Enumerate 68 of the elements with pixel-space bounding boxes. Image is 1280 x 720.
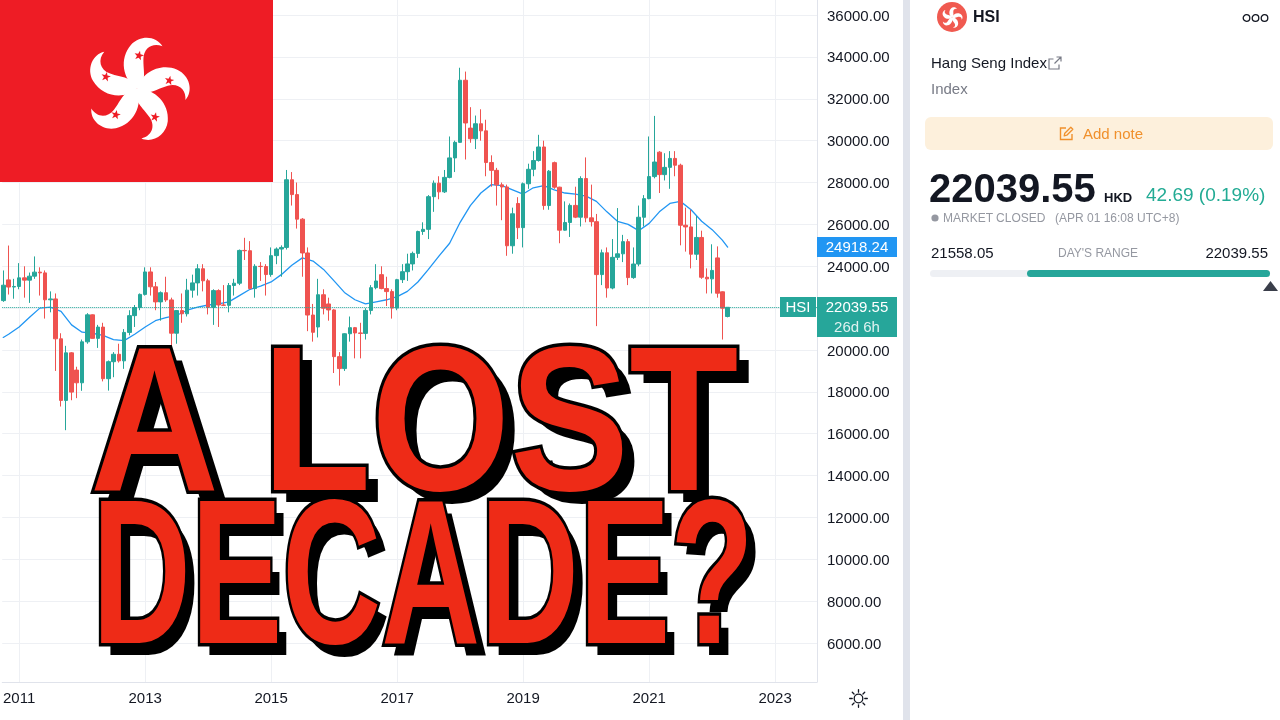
candlestick: [463, 71, 468, 161]
y-tick-label: 24000.00: [827, 257, 890, 275]
y-tick-label: 8000.00: [827, 592, 882, 610]
x-tick-label: 2023: [758, 689, 792, 706]
candlestick: [180, 292, 184, 324]
text: A LOST DECADE?: [90, 303, 754, 687]
candlestick: [694, 215, 699, 261]
candlestick: [578, 175, 583, 227]
candlestick: [6, 245, 11, 296]
candlestick: [22, 265, 27, 299]
text: DAY'S RANGE: [1058, 246, 1139, 260]
text: HKD: [1104, 190, 1133, 205]
line-series: [2, 183, 729, 342]
candlestick: [1, 269, 6, 303]
candlestick: [437, 175, 441, 200]
ref-line-label: 22039.55: [824, 297, 890, 318]
y-tick-label: 16000.00: [827, 425, 890, 443]
candlestick: [96, 324, 100, 349]
text: (APR 01 16:08 UTC+8): [1055, 211, 1180, 225]
candlestick: [174, 309, 179, 345]
x-tick-label: 2013: [128, 689, 162, 706]
y-tick-label: 14000.00: [827, 467, 890, 485]
text: Hang Seng Index: [931, 54, 1047, 71]
y-tick-label: 32000.00: [827, 90, 890, 108]
candlestick: [710, 243, 714, 294]
candlestick: [573, 186, 578, 219]
text: HSI: [973, 8, 1000, 25]
candlestick: [605, 246, 609, 299]
price-tag: 22039.55 26d 6h: [817, 297, 897, 338]
y-tick-label: 30000.00: [827, 132, 890, 150]
y-tick-label: 20000.00: [827, 341, 890, 359]
menu-icon[interactable]: [1242, 13, 1269, 23]
text: MARKET CLOSED: [943, 211, 1046, 225]
candlestick: [542, 140, 546, 211]
y-tick-label: 36000.00: [827, 6, 890, 24]
y-tick-label: 34000.00: [827, 48, 890, 66]
y-tick-label: 10000.00: [827, 550, 890, 568]
candlestick: [510, 207, 515, 255]
candlestick: [626, 238, 630, 286]
x-tick-label: 2019: [506, 689, 540, 706]
external-link-icon[interactable]: [1048, 56, 1062, 70]
candlestick: [516, 196, 520, 240]
text: 42.69 (0.19%): [1146, 184, 1266, 205]
x-tick-label: 2015: [254, 689, 288, 706]
y-tick-label: 12000.00: [827, 508, 890, 526]
x-tick-label: 2021: [632, 689, 666, 706]
candlestick: [600, 249, 604, 286]
x-tick-label: 2011: [3, 689, 36, 706]
text: Index: [931, 80, 968, 97]
candlestick: [473, 115, 478, 150]
symbol-tag: HSI: [780, 297, 816, 318]
candlestick: [547, 169, 551, 211]
y-tick-label: 18000.00: [827, 383, 890, 401]
price-tag: 24918.24: [817, 237, 897, 258]
sun-icon[interactable]: [849, 689, 868, 708]
y-tick-label: 6000.00: [827, 634, 882, 652]
text: 22039.55: [1205, 244, 1268, 261]
candlestick: [90, 313, 95, 339]
x-tick-label: 2017: [380, 689, 414, 706]
candlestick: [657, 150, 662, 194]
text: 22039.55: [929, 166, 1096, 210]
y-tick-label: 28000.00: [827, 174, 890, 192]
candlestick: [64, 345, 68, 431]
y-tick-label: 26000.00: [827, 215, 890, 233]
candlestick: [253, 263, 257, 299]
text: 21558.05: [931, 244, 994, 261]
text: Add note: [1083, 125, 1144, 142]
candlestick: [468, 106, 473, 144]
